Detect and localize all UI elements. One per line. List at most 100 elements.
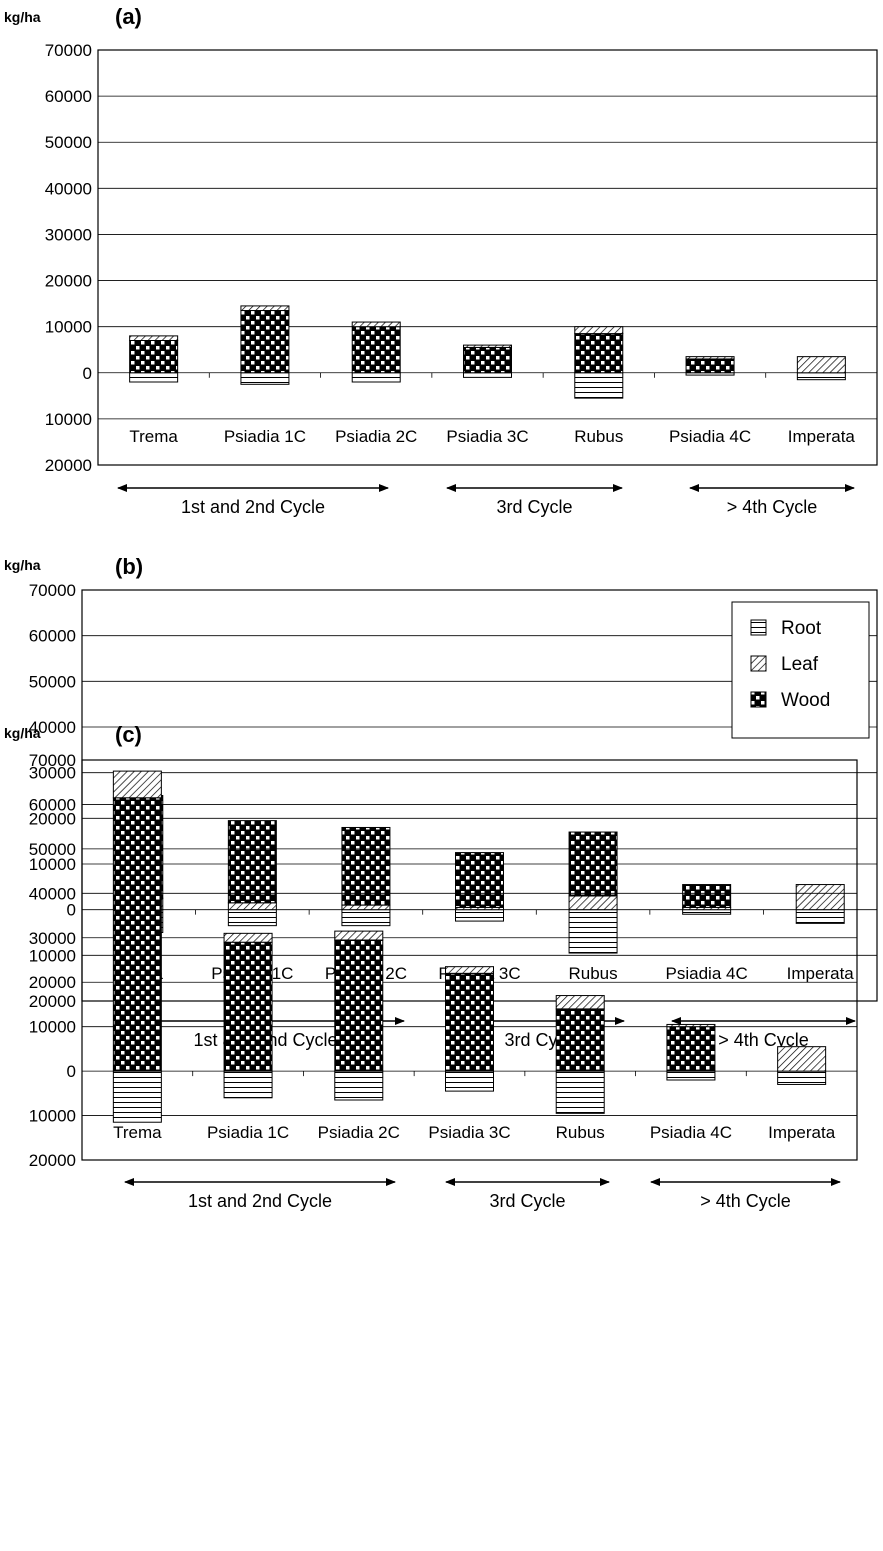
bar-segment-leaf [568, 895, 618, 911]
bar-segment-root [223, 1070, 273, 1099]
bar-segment-wood [227, 820, 277, 904]
bar-segment-leaf [666, 1023, 716, 1028]
y-tick-label: 40000 [29, 718, 76, 737]
category-label: Psiadia 2C [335, 427, 417, 446]
legend-swatch-root [750, 619, 767, 636]
bar-segment-root [455, 909, 504, 922]
y-tick-label: 60000 [45, 87, 92, 106]
bar-segment-leaf [227, 902, 277, 911]
y-tick-label: 10000 [29, 855, 76, 874]
panel-title: (b) [115, 554, 143, 579]
chart-panel-c: 20000 10000 0 10000 20000 30000 40000 50000 6000… [4, 722, 858, 1211]
group-label: 1st and 2nd Cycle [181, 497, 325, 517]
chart-panel-a: 20000 10000 0 10000 20000 30000 40000 50000 6000… [4, 4, 878, 517]
bar-segment-root [240, 372, 290, 385]
category-label: Imperata [768, 1123, 836, 1142]
category-label: Psiadia 4C [650, 1123, 732, 1142]
bar-segment-leaf [574, 326, 624, 335]
bar-segment-wood [555, 1008, 605, 1072]
bar-segment-root [568, 909, 618, 954]
bar-segment-root [777, 1070, 827, 1085]
group-label: > 4th Cycle [727, 497, 818, 517]
category-label: Psiadia 2C [318, 1123, 400, 1142]
bar-segment-root [351, 372, 401, 383]
bar-segment-wood [682, 884, 732, 908]
group-label: > 4th Cycle [700, 1191, 791, 1211]
bar-segment-root [682, 909, 732, 915]
bar-segment-leaf [777, 1046, 827, 1072]
y-tick-label: 40000 [45, 179, 92, 198]
bar-segment-leaf [223, 932, 273, 943]
bar-segment-leaf [240, 305, 290, 312]
y-tick-label: 30000 [45, 225, 92, 244]
y-tick-label: 50000 [29, 840, 76, 859]
category-label: Trema [129, 427, 178, 446]
panel-title: (c) [115, 722, 142, 747]
y-tick-label: 10000 [29, 946, 76, 965]
bar-segment-wood [685, 358, 735, 374]
bar-segment-root [463, 372, 512, 378]
plot-area [81, 759, 858, 1161]
bar-segment-root [341, 909, 391, 927]
bar-segment-wood [455, 852, 504, 908]
bar-segment-leaf [795, 884, 845, 911]
bar-segment-root [795, 909, 845, 924]
bar-segment-wood [334, 939, 384, 1072]
y-tick-label: 20000 [29, 973, 76, 992]
y-tick-label: 40000 [29, 884, 76, 903]
category-label: Psiadia 4C [669, 427, 751, 446]
bar-segment-root [796, 372, 846, 381]
category-label: Rubus [569, 964, 618, 983]
y-tick-label: 70000 [45, 41, 92, 60]
bar-segment-wood [463, 346, 512, 374]
bar-segment-leaf [112, 770, 162, 799]
y-tick-label: 10000 [45, 410, 92, 429]
y-axis-label: kg/ha [4, 557, 41, 573]
bar-segment-root [129, 372, 179, 383]
bar-segment-leaf [351, 321, 401, 328]
category-label: Psiadia 1C [224, 427, 306, 446]
category-label: Psiadia 4C [666, 964, 748, 983]
y-tick-label: 20000 [29, 809, 76, 828]
bar-segment-root [574, 372, 624, 399]
y-tick-label: 10000 [45, 318, 92, 337]
bar-segment-wood [445, 972, 494, 1072]
bar-segment-wood [341, 826, 391, 906]
bar-segment-leaf [129, 335, 179, 341]
y-tick-label: 30000 [29, 929, 76, 948]
y-tick-label: 70000 [29, 751, 76, 770]
category-label: Rubus [574, 427, 623, 446]
bar-segment-leaf [796, 356, 846, 374]
group-label: 3rd Cycle [489, 1191, 565, 1211]
category-label: Psiadia 3C [428, 1123, 510, 1142]
legend-label-leaf: Leaf [781, 654, 819, 675]
panel-title: (a) [115, 4, 142, 29]
bar-segment-wood [351, 326, 401, 374]
y-axis-label: kg/ha [4, 9, 41, 25]
plot-area [97, 49, 878, 466]
y-tick-label: 50000 [29, 672, 76, 691]
y-tick-label: 0 [67, 901, 76, 920]
category-label: Psiadia 3C [446, 427, 528, 446]
legend-label-wood: Wood [781, 690, 830, 711]
bar-segment-wood [240, 310, 290, 374]
bar-segment-leaf [334, 930, 384, 941]
bar-segment-root [334, 1070, 384, 1101]
bar-segment-root [666, 1070, 716, 1081]
bar-segment-wood [223, 941, 273, 1072]
y-tick-label: 10000 [29, 1107, 76, 1126]
bar-segment-wood [666, 1026, 716, 1072]
y-tick-label: 0 [67, 1062, 76, 1081]
category-label: Imperata [787, 964, 855, 983]
y-tick-label: 70000 [29, 581, 76, 600]
bar-segment-leaf [463, 344, 512, 348]
bar-segment-wood [574, 333, 624, 374]
y-tick-label: 20000 [29, 1151, 76, 1170]
legend-label-root: Root [781, 618, 822, 639]
group-label: > 4th Cycle [718, 1030, 809, 1050]
bar-segment-leaf [555, 995, 605, 1010]
y-tick-label: 50000 [45, 133, 92, 152]
group-label: 1st and 2nd Cycle [188, 1191, 332, 1211]
bar-segment-wood [129, 340, 179, 374]
